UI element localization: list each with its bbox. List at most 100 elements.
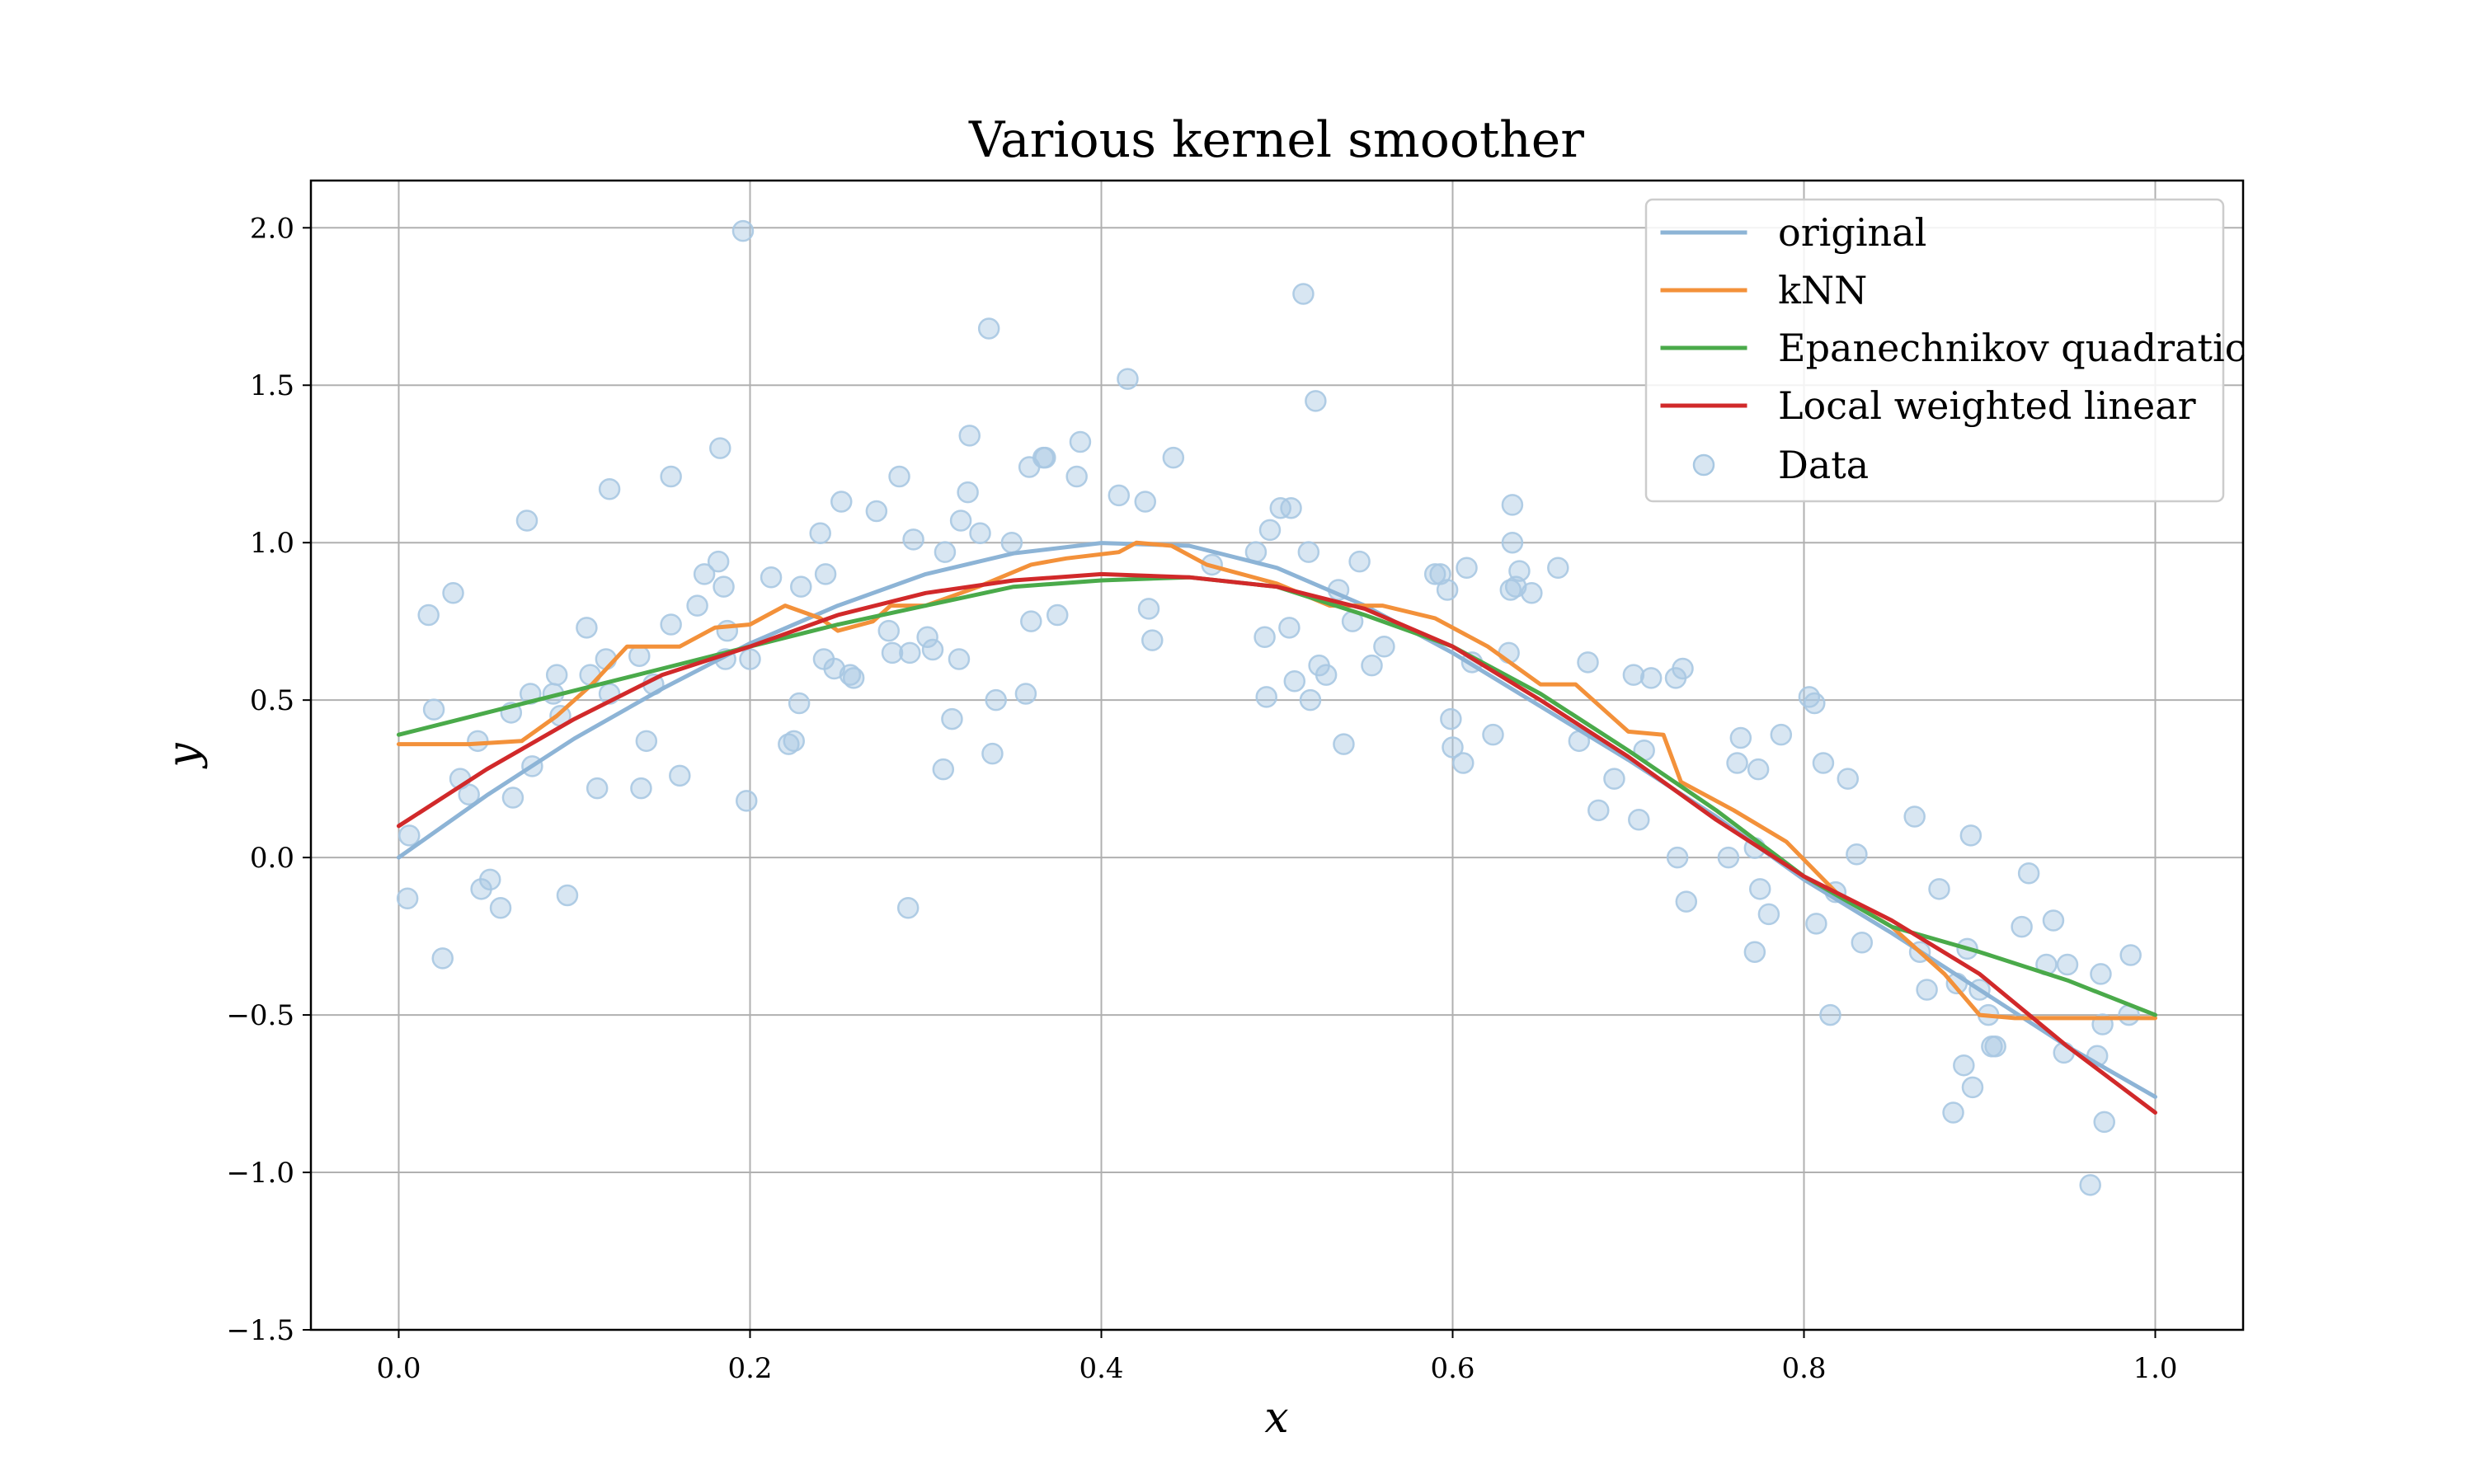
data-point	[809, 522, 831, 544]
data-point	[1603, 768, 1625, 790]
data-point	[1141, 629, 1164, 651]
data-point	[630, 777, 652, 800]
legend-label-epanechnikov: Epanechnikov quadratic	[1778, 326, 2246, 370]
plot-frame	[309, 179, 2245, 1331]
data-point	[1069, 430, 1092, 453]
y-tick-label: 1.0	[250, 527, 294, 560]
data-point	[422, 698, 445, 721]
data-point	[2011, 915, 2033, 938]
data-point	[1819, 1003, 1841, 1026]
x-tick-label: 0.4	[1079, 1352, 1123, 1385]
data-point	[1521, 582, 1543, 604]
data-point	[790, 575, 812, 598]
data-point	[1587, 799, 1610, 822]
data-point	[1482, 723, 1504, 746]
legend-label-local-linear: Local weighted linear	[1778, 383, 2196, 428]
data-point	[981, 742, 1004, 765]
data-point	[556, 884, 579, 907]
data-point	[735, 790, 758, 812]
data-point	[2119, 944, 2142, 966]
data-point	[1292, 283, 1315, 305]
x-tick-label: 0.6	[1430, 1352, 1475, 1385]
data-point	[823, 657, 845, 680]
data-point	[1348, 550, 1371, 573]
data-point	[916, 626, 938, 649]
data-point	[888, 465, 910, 488]
data-point	[1757, 903, 1780, 926]
legend-label-data: Data	[1778, 443, 1869, 487]
data-point	[1134, 491, 1156, 513]
y-tick-label: −1.0	[226, 1157, 294, 1190]
data-point	[1065, 465, 1088, 488]
data-point	[1299, 688, 1322, 711]
data-point	[1547, 556, 1569, 580]
data-point	[398, 824, 421, 847]
data-point	[1501, 494, 1524, 516]
data-point	[1258, 519, 1282, 542]
data-point	[1456, 556, 1478, 580]
data-point	[660, 465, 682, 488]
data-point	[1577, 651, 1599, 674]
data-point	[576, 617, 598, 639]
data-point	[442, 582, 464, 604]
data-point	[1423, 563, 1446, 585]
x-tick-label: 1.0	[2133, 1352, 2177, 1385]
data-point	[598, 478, 621, 500]
data-point	[2093, 1111, 2115, 1134]
data-point	[1436, 579, 1459, 601]
x-axis-ticks: 0.0 0.2 0.4 0.6 0.8 1.0	[376, 1330, 2178, 1385]
data-point	[977, 317, 1000, 340]
data-point	[1253, 626, 1276, 649]
data-point	[2090, 963, 2112, 985]
data-point	[1255, 686, 1277, 708]
legend: original kNN Epanechnikov quadratic Loca…	[1644, 198, 2246, 503]
data-point	[783, 730, 805, 753]
data-point	[1916, 979, 1938, 1001]
data-point	[1851, 931, 1874, 954]
y-axis-label: y	[159, 743, 209, 769]
series-line-original	[397, 541, 2157, 1099]
data-point	[1280, 496, 1302, 519]
data-point	[921, 638, 944, 661]
data-point	[1014, 683, 1037, 705]
y-tick-label: 0.5	[250, 684, 294, 717]
data-point	[1108, 484, 1131, 507]
series-line-local_linear	[397, 571, 2157, 1115]
legend-label-knn: kNN	[1778, 268, 1867, 312]
data-point	[489, 896, 512, 919]
data-point	[948, 648, 971, 670]
data-point	[1666, 846, 1689, 869]
data-point	[1805, 913, 1827, 935]
data-point	[709, 437, 731, 459]
data-point	[985, 688, 1007, 711]
data-point	[1743, 941, 1766, 963]
data-point	[934, 541, 957, 563]
data-point	[1508, 560, 1531, 582]
series-line-knn	[397, 540, 2157, 1021]
y-axis-ticks: −1.5 −1.0 −0.5 0.0 0.5 1.0 1.5 2.0	[226, 212, 311, 1347]
data-point	[669, 764, 691, 787]
data-point	[1501, 531, 1524, 554]
data-point	[1622, 664, 1645, 686]
data-point	[881, 641, 904, 665]
data-point	[417, 603, 440, 627]
data-point	[1984, 1036, 2006, 1058]
data-point	[1812, 752, 1835, 774]
data-point	[1804, 692, 1826, 715]
data-point	[1675, 890, 1698, 913]
data-point	[842, 667, 865, 689]
y-tick-label: 1.5	[250, 369, 294, 402]
data-point	[1749, 878, 1771, 900]
legend-frame	[1644, 198, 2225, 503]
data-point	[431, 947, 454, 970]
data-point	[1361, 654, 1383, 677]
legend-swatch-data	[1692, 453, 1715, 477]
data-point	[458, 783, 480, 805]
data-point	[1297, 541, 1320, 563]
data-point	[628, 645, 651, 667]
data-point	[2079, 1174, 2101, 1196]
data-point	[1961, 1076, 1984, 1099]
data-point	[1729, 726, 1752, 749]
data-point	[1315, 664, 1338, 686]
data-point	[660, 613, 682, 636]
